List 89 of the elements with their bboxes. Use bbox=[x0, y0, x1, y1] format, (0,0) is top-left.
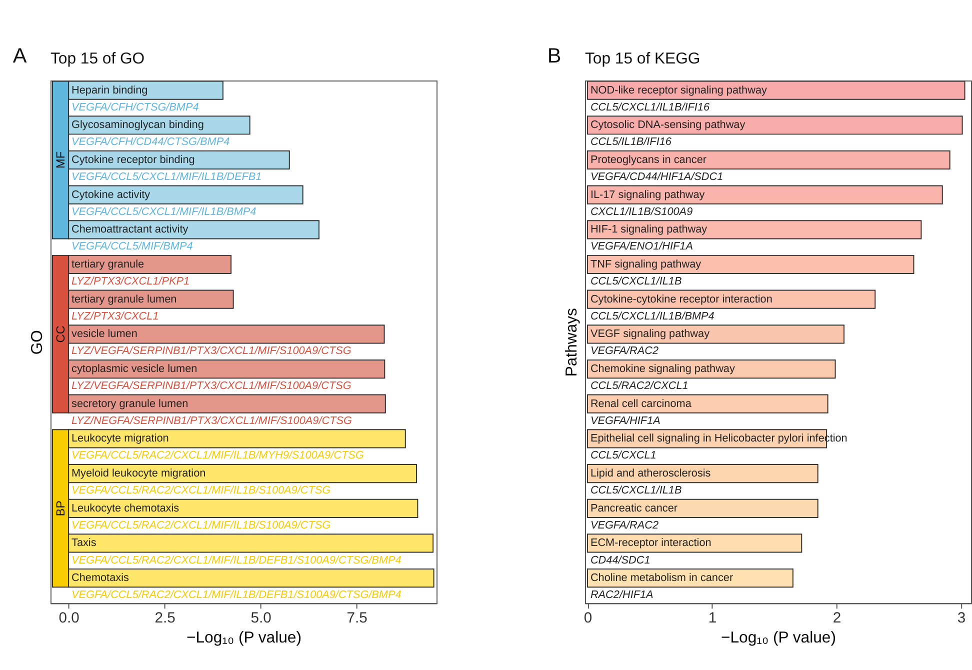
annotation: VEGFA/CCL5/RAC2/CXCL1/MIF/IL1B/S100A9/CTSG bbox=[72, 484, 331, 497]
y-tick-label: Lipid and atherosclerosis bbox=[590, 468, 712, 480]
y-tick-label: tertiary granule bbox=[72, 258, 144, 270]
annotation: CXCL1/IL1B/S100A9 bbox=[590, 206, 693, 218]
y-tick-label: Chemoattractant activity bbox=[72, 224, 189, 236]
bar bbox=[586, 150, 950, 170]
y-tick-label: Proteoglycans in cancer bbox=[590, 154, 707, 166]
band-label: BP bbox=[53, 500, 68, 516]
x-tick-label: 1 bbox=[708, 610, 717, 626]
annotation: CCL5/CXCL1 bbox=[590, 450, 656, 462]
y-tick-label: tertiary granule lumen bbox=[72, 293, 177, 306]
x-tick-label: 2.5 bbox=[154, 610, 176, 626]
annotation: LYZ/NEGFA/SERPINB1/PTX3/CXCL1/MIF/S100A9/CTSG bbox=[72, 414, 352, 427]
annotation: RAC2/HIF1A bbox=[590, 589, 654, 602]
y-tick-label: VEGF signaling pathway bbox=[590, 328, 710, 340]
y-tick-label: Renal cell carcinoma bbox=[590, 398, 692, 410]
annotation: CCL5/CXCL1/IL1B bbox=[590, 276, 682, 288]
y-axis-title: Pathways bbox=[564, 308, 581, 377]
band-label: CC bbox=[53, 325, 68, 343]
annotation: LYZ/PTX3/CXCL1/PKP1 bbox=[72, 276, 190, 288]
x-tick-label: 0.0 bbox=[58, 610, 80, 626]
y-tick-label: ECM-receptor interaction bbox=[590, 537, 712, 550]
x-axis-title: −Log₁₀ (P value) bbox=[186, 629, 302, 646]
y-tick-label: vesicle lumen bbox=[72, 328, 138, 340]
annotation: CD44/SDC1 bbox=[590, 554, 650, 566]
y-tick-label: IL-17 signaling pathway bbox=[590, 188, 706, 201]
chart-title: Top 15 of GO bbox=[50, 50, 145, 68]
y-tick-label: Cytokine receptor binding bbox=[72, 154, 195, 166]
x-axis-title: −Log₁₀ (P value) bbox=[720, 629, 836, 646]
y-tick-label: Chemokine signaling pathway bbox=[590, 362, 736, 375]
annotation: VEGFA/CCL5/MIF/BMP4 bbox=[72, 240, 193, 253]
annotation: VEGFA/CFH/CTSG/BMP4 bbox=[72, 101, 199, 114]
annotation: VEGFA/RAC2 bbox=[590, 345, 659, 358]
y-tick-label: Pancreatic cancer bbox=[590, 502, 678, 514]
annotation: VEGFA/CCL5/RAC2/CXCL1/MIF/IL1B/MYH9/S100A9/CTSG bbox=[72, 450, 364, 462]
annotation: CCL5/IL1B/IFI16 bbox=[590, 136, 672, 148]
annotation: VEGFA/CCL5/RAC2/CXCL1/MIF/IL1B/S100A9/CTSG bbox=[72, 519, 331, 532]
y-tick-label: secretory granule lumen bbox=[72, 398, 188, 410]
annotation: LYZ/PTX3/CXCL1 bbox=[72, 310, 159, 322]
annotation: CCL5/CXCL1/IL1B/BMP4 bbox=[590, 310, 714, 322]
y-axis-title: GO bbox=[29, 330, 46, 355]
bar bbox=[586, 498, 818, 518]
band-label: MF bbox=[53, 151, 68, 169]
y-tick-label: Leukocyte migration bbox=[72, 432, 169, 445]
chart-title: Top 15 of KEGG bbox=[584, 50, 700, 68]
y-tick-label: Leukocyte chemotaxis bbox=[72, 502, 180, 514]
annotation: VEGFA/HIF1A bbox=[590, 414, 660, 427]
y-tick-label: HIF-1 signaling pathway bbox=[590, 224, 708, 236]
bar bbox=[586, 464, 818, 484]
annotation: CCL5/RAC2/CXCL1 bbox=[590, 380, 688, 392]
annotation: CCL5/CXCL1/IL1B/IFI16 bbox=[590, 101, 710, 114]
annotation: VEGFA/CD44/HIF1A/SDC1 bbox=[590, 171, 724, 184]
annotation: VEGFA/CCL5/CXCL1/MIF/IL1B/DEFB1 bbox=[72, 171, 262, 184]
annotation: LYZ/VEGFA/SERPINB1/PTX3/CXCL1/MIF/S100A9/CTSG bbox=[72, 380, 352, 392]
annotation: VEGFA/CCL5/RAC2/CXCL1/MIF/IL1B/DEFB1/S100A9/CTSG/BMP4 bbox=[72, 554, 402, 566]
x-tick-label: 2 bbox=[832, 610, 842, 626]
annotation: VEGFA/RAC2 bbox=[590, 519, 659, 532]
y-tick-label: Taxis bbox=[72, 537, 97, 550]
y-tick-label: NOD-like receptor signaling pathway bbox=[590, 84, 768, 96]
x-tick-label: 3 bbox=[957, 610, 966, 626]
y-tick-label: TNF signaling pathway bbox=[590, 258, 702, 270]
x-tick-label: 0 bbox=[584, 610, 592, 626]
text: A bbox=[12, 44, 27, 68]
annotation: VEGFA/CCL5/CXCL1/MIF/IL1B/BMP4 bbox=[72, 206, 256, 218]
bar bbox=[586, 534, 802, 553]
y-tick-label: Choline metabolism in cancer bbox=[590, 572, 734, 584]
annotation: CCL5/CXCL1/IL1B bbox=[590, 484, 682, 497]
y-tick-label: Glycosaminoglycan binding bbox=[72, 119, 204, 132]
y-tick-label: Cytokine-cytokine receptor interaction bbox=[590, 293, 772, 306]
bar bbox=[586, 80, 966, 100]
y-tick-label: Chemotaxis bbox=[72, 572, 130, 584]
y-tick-label: Heparin binding bbox=[72, 84, 148, 96]
bar bbox=[586, 254, 914, 274]
y-tick-label: Cytosolic DNA-sensing pathway bbox=[590, 119, 746, 132]
bar bbox=[586, 394, 828, 414]
annotation: VEGFA/CFH/CD44/CTSG/BMP4 bbox=[72, 136, 230, 148]
bar bbox=[586, 116, 963, 135]
bar bbox=[586, 185, 943, 204]
x-tick-label: 7.5 bbox=[346, 610, 368, 626]
y-tick-label: Myeloid leukocyte migration bbox=[72, 468, 206, 480]
annotation: VEGFA/CCL5/RAC2/CXCL1/MIF/IL1B/DEFB1/S100A9/CTSG/BMP4 bbox=[72, 589, 402, 602]
y-tick-label: Cytokine activity bbox=[72, 188, 151, 201]
y-tick-label: cytoplasmic vesicle lumen bbox=[72, 362, 198, 375]
bar bbox=[586, 324, 844, 344]
text: B bbox=[547, 44, 562, 68]
bar bbox=[586, 220, 922, 240]
x-tick-label: 5.0 bbox=[250, 610, 272, 626]
annotation: VEGFA/ENO1/HIF1A bbox=[590, 240, 693, 253]
annotation: LYZ/VEGFA/SERPINB1/PTX3/CXCL1/MIF/S100A9/CTSG bbox=[72, 345, 352, 358]
